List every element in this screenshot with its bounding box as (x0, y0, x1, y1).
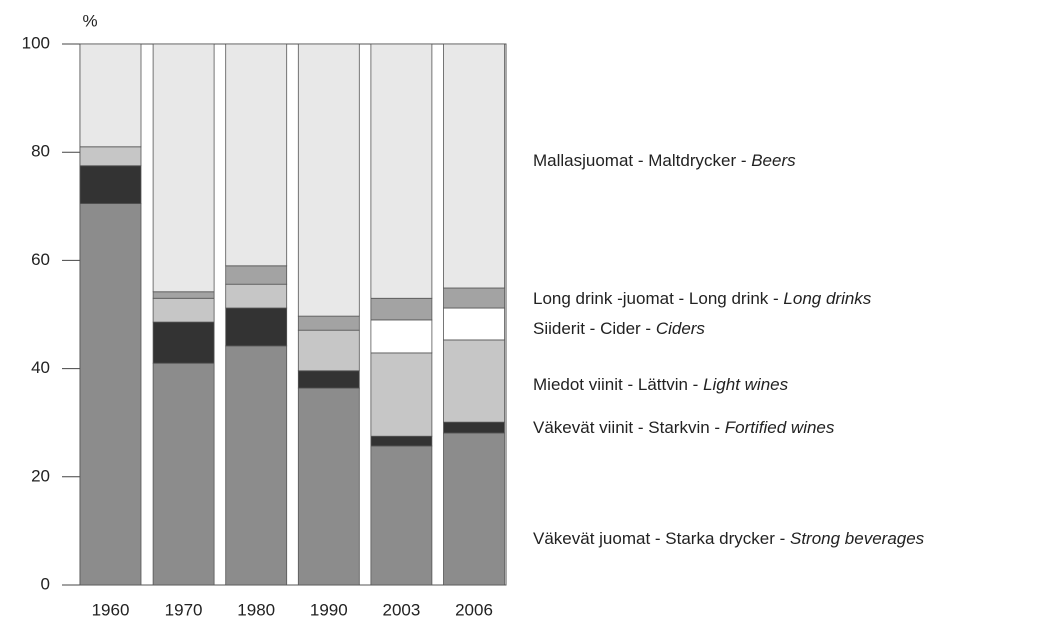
legend-label-italic: Light wines (703, 375, 789, 394)
bar-segment (152, 362, 215, 586)
legend-label: Long drink -juomat - Long drink - Long d… (533, 289, 872, 308)
bar-segment (370, 435, 433, 447)
x-tick-label: 2006 (455, 600, 493, 619)
bar-segment (225, 43, 288, 267)
bar-segment (152, 291, 215, 299)
bar-segment (152, 297, 215, 323)
bar-segment (297, 370, 360, 389)
bar-segment (225, 345, 288, 586)
legend-label: Väkevät juomat - Starka drycker - Strong… (533, 529, 925, 548)
y-tick-label: 20 (31, 466, 50, 485)
legend-label-part: Mallasjuomat - Maltdrycker - (533, 151, 751, 170)
legend-label-part: Siiderit - Cider - (533, 319, 656, 338)
bar-segment (297, 329, 360, 372)
bar-segment (79, 146, 142, 167)
y-tick-label: 80 (31, 142, 50, 161)
x-tick-label: 2003 (382, 600, 420, 619)
legend-label-italic: Ciders (656, 319, 706, 338)
legend-label-italic: Beers (751, 151, 796, 170)
bar-segment (225, 307, 288, 347)
bar-segment (297, 387, 360, 586)
bar-segment (370, 43, 433, 299)
y-axis-label: % (82, 11, 97, 30)
bar-segment (443, 432, 505, 586)
bar-segment (443, 307, 505, 341)
bar-segment (225, 283, 288, 309)
legend-label: Väkevät viinit - Starkvin - Fortified wi… (533, 418, 835, 437)
x-tick-label: 1990 (310, 600, 348, 619)
legend-label: Miedot viinit - Lättvin - Light wines (533, 375, 789, 394)
legend-label-italic: Fortified wines (725, 418, 835, 437)
bar-segment (79, 203, 142, 586)
bar-segment (370, 297, 433, 321)
x-tick-label: 1960 (92, 600, 130, 619)
bar-segment (443, 421, 505, 434)
x-tick-label: 1970 (165, 600, 203, 619)
y-tick-label: 0 (41, 574, 50, 593)
legend-label-part: Väkevät viinit - Starkvin - (533, 418, 725, 437)
y-tick-label: 60 (31, 250, 50, 269)
bar-segment (152, 43, 215, 293)
bar-segment (297, 315, 360, 331)
bar-segment (443, 339, 505, 423)
y-tick-label: 40 (31, 358, 50, 377)
bar-segment (370, 352, 433, 437)
bar-segment (370, 319, 433, 354)
legend-label-part: Miedot viinit - Lättvin - (533, 375, 703, 394)
bar-segment (297, 43, 360, 317)
legend-label: Siiderit - Cider - Ciders (533, 319, 705, 338)
legend-label-part: Long drink -juomat - Long drink - (533, 289, 783, 308)
bar-segment (443, 43, 505, 289)
bar-segment (79, 165, 142, 204)
legend-label: Mallasjuomat - Maltdrycker - Beers (533, 151, 796, 170)
bar-segment (370, 445, 433, 586)
bar-segment (79, 43, 142, 148)
plot-frame (79, 43, 507, 586)
bar-segment (225, 265, 288, 285)
y-tick-label: 100 (22, 33, 50, 52)
legend-label-italic: Long drinks (783, 289, 871, 308)
x-tick-label: 1980 (237, 600, 275, 619)
legend-label-italic: Strong beverages (790, 529, 925, 548)
bar-segment (152, 321, 215, 364)
legend-label-part: Väkevät juomat - Starka drycker - (533, 529, 790, 548)
bar-segment (443, 287, 505, 309)
